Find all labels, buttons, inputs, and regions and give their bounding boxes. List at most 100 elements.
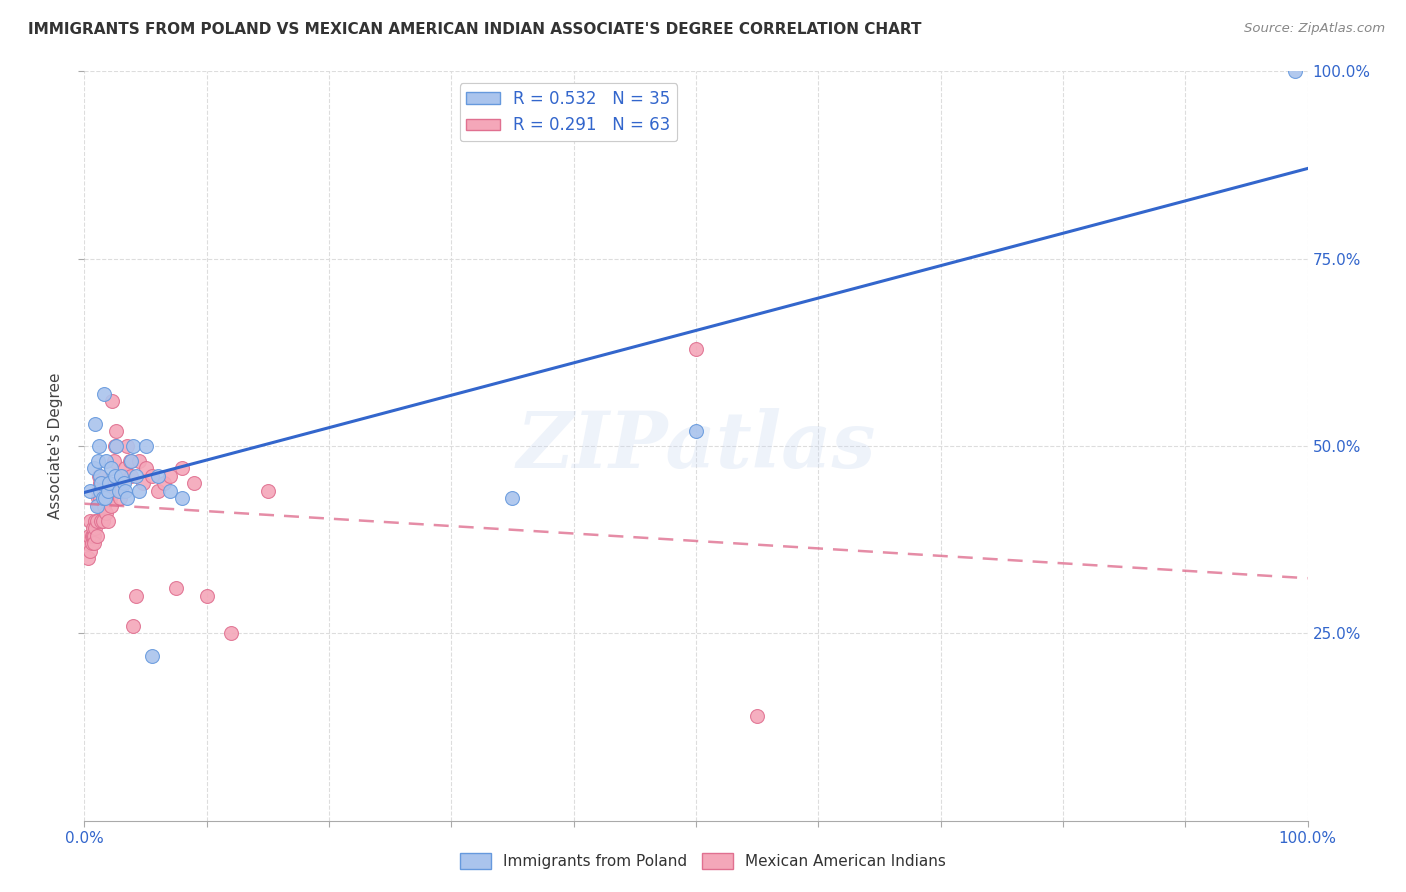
Point [128,483,150,498]
Point [105,424,128,438]
Point [110,483,132,498]
Point [97,476,120,491]
Point [118,454,141,468]
Point [84,417,107,431]
Point [87,483,110,498]
Point [91,491,114,506]
Point [100,499,122,513]
Point [79,544,101,558]
Point [93,476,115,491]
Point [87,469,110,483]
Point [98,491,121,506]
Point [502,491,524,506]
Point [120,454,142,468]
Point [195,589,218,603]
Point [128,454,150,468]
Point [89,476,111,491]
Point [87,454,110,468]
Point [77,529,100,543]
Legend: Immigrants from Poland, Mexican American Indians: Immigrants from Poland, Mexican American… [454,847,952,875]
Point [159,469,181,483]
Point [141,648,163,663]
Y-axis label: Associate's Degree: Associate's Degree [48,373,63,519]
Point [103,454,125,468]
Point [172,491,194,506]
Point [96,483,118,498]
Point [77,551,100,566]
Point [86,499,108,513]
Point [122,439,145,453]
Point [93,499,115,513]
Point [685,342,707,356]
Point [141,469,163,483]
Legend: R = 0.532   N = 35, R = 0.291   N = 63: R = 0.532 N = 35, R = 0.291 N = 63 [460,84,676,141]
Point [80,536,103,550]
Point [257,483,280,498]
Text: ZIPatlas: ZIPatlas [516,408,876,484]
Point [83,461,105,475]
Point [89,483,111,498]
Point [120,469,142,483]
Point [110,469,132,483]
Point [96,507,118,521]
Point [83,529,105,543]
Point [90,476,112,491]
Point [97,483,120,498]
Text: IMMIGRANTS FROM POLAND VS MEXICAN AMERICAN INDIAN ASSOCIATE'S DEGREE CORRELATION: IMMIGRANTS FROM POLAND VS MEXICAN AMERIC… [28,22,921,37]
Point [86,514,108,528]
Point [112,476,135,491]
Point [90,514,112,528]
Point [107,483,129,498]
Point [125,469,148,483]
Point [94,491,117,506]
Point [115,491,138,506]
Point [219,626,242,640]
Point [93,386,115,401]
Point [82,521,104,535]
Point [108,491,131,506]
Point [135,439,157,453]
Point [91,483,114,498]
Point [747,708,769,723]
Point [132,476,155,491]
Point [135,461,157,475]
Point [97,514,120,528]
Point [114,461,136,475]
Point [183,476,205,491]
Text: Source: ZipAtlas.com: Source: ZipAtlas.com [1244,22,1385,36]
Point [107,483,129,498]
Point [146,469,169,483]
Point [86,529,108,543]
Point [146,483,169,498]
Point [125,589,148,603]
Point [115,439,138,453]
Point [1284,64,1306,78]
Point [87,491,110,506]
Point [82,529,104,543]
Point [153,476,176,491]
Point [172,461,194,475]
Point [79,514,101,528]
Point [122,619,145,633]
Point [159,483,181,498]
Point [685,424,707,438]
Point [89,491,111,506]
Point [105,476,128,491]
Point [165,582,187,596]
Point [96,454,118,468]
Point [112,469,135,483]
Point [76,536,98,550]
Point [104,439,127,453]
Point [87,439,110,453]
Point [89,469,111,483]
Point [105,439,128,453]
Point [87,499,110,513]
Point [84,514,107,528]
Point [114,483,136,498]
Point [83,536,105,550]
Point [97,483,120,498]
Point [79,483,101,498]
Point [80,529,103,543]
Point [100,461,122,475]
Point [91,514,114,528]
